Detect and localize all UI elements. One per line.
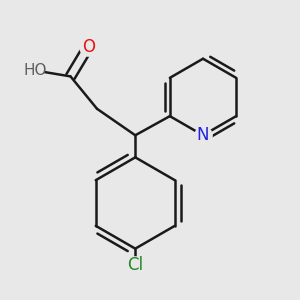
Text: N: N xyxy=(197,126,209,144)
Text: Cl: Cl xyxy=(127,256,143,274)
Text: O: O xyxy=(82,38,95,56)
Text: HO: HO xyxy=(23,63,47,78)
